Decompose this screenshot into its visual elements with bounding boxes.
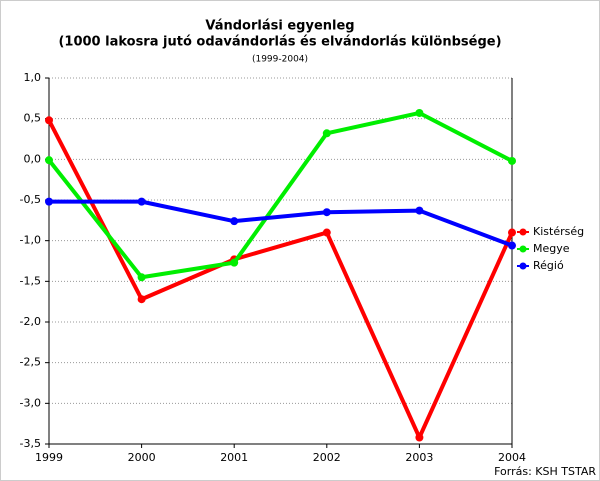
y-tick-label: -2,0 [20,315,41,328]
y-tick-label: -3,5 [20,437,41,450]
x-tick-label: 2003 [405,451,433,464]
y-tick-label: -1,5 [20,274,41,287]
x-tick-label: 1999 [35,451,63,464]
point [137,197,146,206]
y-tick-label: 1,0 [24,71,42,84]
source: Forrás: KSH TSTAR [494,465,596,478]
point [508,156,516,165]
y-tick-label: -1,0 [20,234,41,247]
point [322,208,331,217]
x-tick-label: 2002 [313,451,341,464]
x-tick-label: 2000 [128,451,156,464]
series-line [47,110,513,280]
point [415,433,424,442]
point [508,228,516,237]
x-tick-label: 2004 [498,451,526,464]
y-tick-label: -0,5 [20,193,41,206]
point [230,217,239,226]
series-line [49,199,513,248]
y-tick-label: -2,5 [20,356,41,369]
legend-label: Kistérség [533,225,584,238]
chart-subtitle: (1000 lakosra jutó odavándorlás és elván… [58,35,501,50]
y-tick-label: 0,5 [24,112,42,125]
point [415,108,424,117]
x-tick-label: 2001 [220,451,248,464]
y-tick-label: 0,0 [24,152,42,165]
point [45,156,53,165]
point [322,228,331,237]
point [508,241,516,250]
y-tick-label: -3,0 [20,396,41,409]
legend-label: Régió [533,259,564,272]
point [137,273,146,282]
series-line [47,119,514,440]
point [230,258,239,267]
point [415,206,424,215]
legend-label: Megye [533,242,570,255]
chart-title: Vándorlási egyenleg [205,19,354,34]
chart-period: (1999-2004) [252,55,308,65]
point [45,116,53,125]
point [322,129,331,138]
point [45,197,53,206]
point [137,295,146,304]
